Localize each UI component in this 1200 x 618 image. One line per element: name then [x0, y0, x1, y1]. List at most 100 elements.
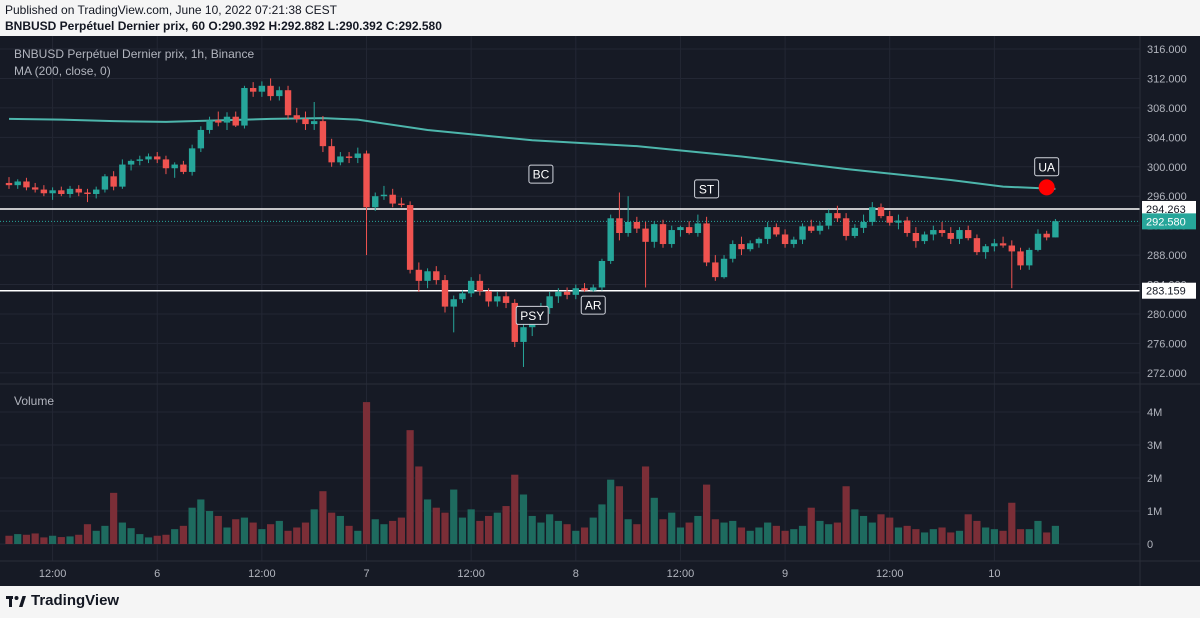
volume-bar — [162, 534, 170, 544]
candle-body — [337, 156, 344, 163]
volume-bar — [328, 512, 336, 544]
time-tick-label: 7 — [363, 568, 369, 580]
volume-bar — [240, 517, 249, 544]
candle-body — [825, 213, 832, 226]
candle-body — [598, 260, 606, 288]
volume-bar — [223, 527, 231, 544]
candle-body — [555, 291, 562, 297]
candle-body — [703, 223, 710, 263]
candle-body — [877, 207, 885, 217]
chart-area[interactable]: BC ST PSY AR UA 316.000 312.000 308.000 304.000… — [0, 36, 1200, 586]
volume-bar — [546, 514, 554, 544]
volume-bar — [511, 474, 519, 544]
candle-body — [23, 181, 30, 188]
candles — [5, 78, 1059, 367]
annotations: BC ST PSY AR UA — [515, 157, 1060, 325]
candle-body — [694, 223, 702, 233]
volume-bar — [781, 530, 789, 544]
candle-body — [755, 238, 763, 244]
candle-body — [284, 90, 292, 116]
volume-tick-label: 1M — [1147, 506, 1162, 518]
price-tick-label: 308.000 — [1147, 103, 1187, 115]
candle-body — [389, 194, 396, 204]
volume-bar — [711, 519, 719, 544]
volume-bar — [572, 530, 580, 544]
annotation-label: UA — [1038, 160, 1055, 174]
candle-body — [511, 302, 518, 342]
volume-bar — [1008, 502, 1016, 544]
tradingview-logo[interactable]: TradingView — [6, 592, 119, 609]
volume-bar — [833, 522, 841, 544]
volume-bar — [476, 520, 484, 544]
volume-bar — [441, 512, 449, 544]
annotation-label: ST — [699, 182, 715, 196]
candle-body — [607, 218, 614, 261]
volume-bar — [144, 537, 153, 544]
candle-body — [781, 234, 789, 245]
volume-bar — [764, 522, 772, 544]
volume-bar — [668, 512, 676, 544]
candle-body — [363, 153, 370, 208]
ma-legend: MA (200, close, 0) — [14, 64, 111, 78]
candle-body — [912, 233, 920, 242]
candle-body — [773, 227, 780, 235]
volume-bar — [1051, 525, 1059, 544]
candle-body — [380, 194, 388, 197]
candle-body — [834, 213, 841, 219]
volume-bar — [432, 507, 440, 544]
candle-body — [633, 221, 641, 229]
candle-body — [267, 85, 274, 97]
candle-body — [241, 88, 248, 126]
volume-bar — [49, 535, 57, 544]
candle-body — [5, 182, 13, 186]
candle-body — [119, 164, 126, 187]
volume-bar — [75, 534, 83, 544]
volume-bar — [737, 527, 746, 544]
volume-bar — [267, 524, 275, 544]
volume-bar — [31, 533, 39, 544]
volume-bar — [589, 517, 597, 544]
volume-bar — [415, 466, 423, 544]
candle-body — [101, 176, 109, 190]
volume-bar — [214, 515, 222, 544]
candle-body — [860, 221, 867, 228]
volume-tick-label: 4M — [1147, 407, 1162, 419]
candle-body — [982, 246, 989, 253]
volume-bar — [127, 528, 135, 544]
candle-body — [485, 291, 492, 302]
candle-body — [459, 293, 466, 300]
candle-body — [991, 243, 998, 247]
volume-bar — [519, 494, 528, 544]
volume-bar — [851, 509, 859, 544]
candle-body — [433, 271, 440, 281]
volume-bar — [877, 514, 885, 544]
publish-header: Published on TradingView.com, June 10, 2… — [0, 0, 1200, 36]
candle-body — [590, 287, 597, 291]
candle-body — [75, 188, 82, 193]
volume-bar — [528, 515, 536, 544]
candle-body — [136, 159, 143, 161]
annotation-label: PSY — [520, 309, 544, 323]
candle-body — [799, 226, 806, 240]
volume-bar — [485, 515, 493, 544]
volume-bar — [755, 527, 763, 544]
candle-body — [738, 244, 745, 250]
candle-body — [1026, 249, 1033, 266]
candle-body — [302, 118, 309, 125]
price-tick-label: 316.000 — [1147, 44, 1187, 56]
time-tick-label: 6 — [154, 568, 160, 580]
candle-body — [154, 156, 161, 160]
candle-body — [197, 129, 205, 149]
volume-bar — [153, 535, 161, 544]
volume-bar — [249, 522, 257, 544]
price-tick-label: 272.000 — [1147, 368, 1187, 380]
volume-bar — [990, 529, 998, 544]
candle-body — [502, 296, 510, 303]
volume-bar — [40, 537, 48, 544]
tradingview-brand: TradingView — [31, 592, 120, 609]
volume-bar — [859, 515, 868, 544]
volume-bar — [650, 497, 658, 544]
chart-svg[interactable]: BC ST PSY AR UA 316.000 312.000 308.000 304.000… — [0, 36, 1200, 586]
horizontal-lines[interactable] — [0, 208, 1140, 292]
volume-bar — [816, 520, 824, 544]
